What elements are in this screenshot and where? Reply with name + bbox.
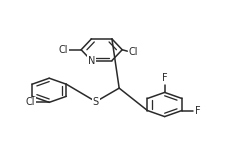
Text: Cl: Cl xyxy=(25,97,35,107)
Text: F: F xyxy=(162,73,168,83)
Text: Cl: Cl xyxy=(59,45,68,55)
Text: N: N xyxy=(88,56,95,66)
Text: Cl: Cl xyxy=(129,47,138,57)
Text: S: S xyxy=(93,97,99,107)
Text: F: F xyxy=(195,106,200,116)
